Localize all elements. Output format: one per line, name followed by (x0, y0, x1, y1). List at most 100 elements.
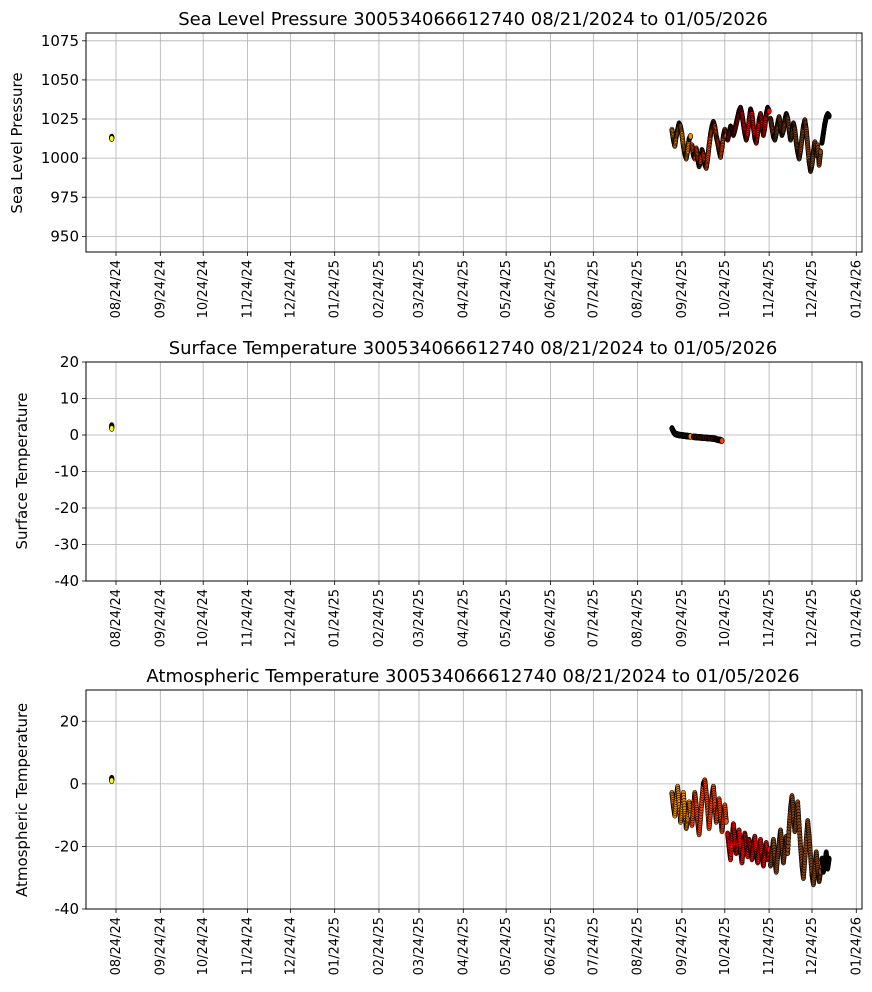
x-tick-label: 09/24/25 (675, 589, 690, 647)
data-point (719, 437, 725, 445)
y-axis-label-sea-level-pressure: Sea Level Pressure (8, 72, 26, 213)
x-tick-label: 08/24/25 (631, 917, 646, 975)
x-tick-label: 03/24/25 (412, 260, 427, 318)
x-tick-label: 01/24/25 (328, 589, 343, 647)
axes-frame (85, 689, 863, 910)
data-series (725, 821, 772, 869)
data-point (109, 777, 115, 785)
data-point (109, 135, 115, 142)
x-tick-label: 05/24/25 (499, 260, 514, 318)
data-series (725, 104, 772, 146)
x-tick-label: 01/24/26 (849, 917, 864, 975)
plot-area-atmospheric-temperature: -40 -20 0 20 08/24/24 09/24/24 10/24/24 11/24/2… (55, 689, 864, 975)
y-tick-label: 1050 (41, 71, 79, 89)
y-tick-label: -10 (55, 463, 80, 481)
y-tick-label: -30 (55, 536, 80, 554)
data-series (689, 777, 729, 838)
y-tick-label: -40 (55, 900, 80, 918)
x-tick-label: 08/24/25 (631, 589, 646, 647)
x-tick-label: 12/24/25 (805, 917, 820, 975)
x-tick-label: 08/24/24 (109, 917, 124, 975)
x-tick-label: 04/24/25 (456, 589, 471, 647)
data-series (669, 783, 694, 831)
data-point (688, 132, 694, 140)
y-tick-label: 1000 (41, 149, 79, 167)
x-tick-label: 10/24/25 (718, 589, 733, 647)
y-tick-label: 20 (60, 353, 79, 371)
x-tick-label: 02/24/25 (372, 589, 387, 647)
data-point (766, 107, 772, 115)
x-tick-label: 07/24/25 (586, 917, 601, 975)
chart-title-surface-temperature: Surface Temperature 300534066612740 08/2… (169, 338, 778, 359)
data-series (669, 120, 694, 162)
chart-panel-sea-level-pressure: Sea Level Pressure 300534066612740 08/21… (8, 9, 864, 318)
x-tick-label: 11/24/24 (240, 260, 255, 318)
x-tick-label: 03/24/25 (412, 917, 427, 975)
plot-area-sea-level-pressure: 950 975 1000 1025 1050 1075 08/24/24 09/24/24 10… (41, 32, 864, 319)
data-point (826, 112, 832, 120)
y-tick-label: 0 (69, 426, 79, 444)
x-tick-label: 09/24/24 (153, 260, 168, 318)
x-tick-label: 08/24/25 (631, 260, 646, 318)
y-tick-label: 950 (50, 227, 79, 245)
data-series (819, 849, 832, 875)
x-tick-label: 01/24/25 (328, 917, 343, 975)
x-tick-label: 09/24/24 (153, 589, 168, 647)
data-series (768, 793, 824, 888)
x-tick-label: 01/24/26 (849, 260, 864, 318)
chart-panel-surface-temperature: Surface Temperature 300534066612740 08/2… (13, 338, 864, 647)
x-tick-label: 11/24/24 (240, 589, 255, 647)
data-series (109, 133, 115, 142)
data-point (826, 855, 832, 863)
data-series (669, 425, 694, 440)
y-axis-label-surface-temperature: Surface Temperature (13, 393, 31, 550)
x-tick-label: 02/24/25 (372, 917, 387, 975)
x-tick-label: 09/24/25 (675, 260, 690, 318)
x-tick-label: 06/24/25 (543, 260, 558, 318)
x-tick-label: 12/24/25 (805, 589, 820, 647)
x-tick-label: 08/24/24 (109, 589, 124, 647)
data-series (819, 111, 832, 146)
y-axis-label-atmospheric-temperature: Atmospheric Temperature (13, 703, 31, 897)
x-tick-label: 10/24/24 (196, 917, 211, 975)
x-tick-label: 05/24/25 (499, 917, 514, 975)
x-tick-label: 04/24/25 (456, 917, 471, 975)
axes-frame (85, 361, 863, 582)
x-tick-label: 11/24/25 (762, 917, 777, 975)
y-tick-label: 975 (50, 188, 79, 206)
axes-frame (85, 32, 863, 253)
data-point (109, 425, 115, 432)
x-tick-label: 10/24/24 (196, 260, 211, 318)
y-tick-label: 0 (69, 775, 79, 793)
x-tick-label: 10/24/24 (196, 589, 211, 647)
y-tick-label: -20 (55, 837, 80, 855)
x-tick-label: 09/24/24 (153, 917, 168, 975)
y-tick-label: -20 (55, 499, 80, 517)
y-tick-label: 10 (60, 390, 79, 408)
x-tick-label: 01/24/26 (849, 589, 864, 647)
x-tick-label: 11/24/25 (762, 589, 777, 647)
data-series (690, 433, 725, 445)
x-tick-label: 09/24/25 (675, 917, 690, 975)
x-tick-label: 05/24/25 (499, 589, 514, 647)
data-series (689, 118, 729, 171)
x-tick-label: 10/24/25 (718, 917, 733, 975)
x-tick-label: 06/24/25 (543, 589, 558, 647)
x-tick-label: 04/24/25 (456, 260, 471, 318)
x-tick-label: 12/24/25 (805, 260, 820, 318)
chart-title-atmospheric-temperature: Atmospheric Temperature 300534066612740 … (146, 666, 799, 687)
x-tick-label: 08/24/24 (109, 260, 124, 318)
x-tick-label: 01/24/25 (328, 260, 343, 318)
x-tick-label: 11/24/25 (762, 260, 777, 318)
y-tick-label: 1075 (41, 32, 79, 50)
x-tick-label: 11/24/24 (240, 917, 255, 975)
x-tick-label: 12/24/24 (283, 917, 298, 975)
x-tick-label: 10/24/25 (718, 260, 733, 318)
y-tick-label: 1025 (41, 110, 79, 128)
x-tick-label: 07/24/25 (586, 589, 601, 647)
data-series (109, 774, 115, 785)
x-tick-label: 03/24/25 (412, 589, 427, 647)
plot-area-surface-temperature: -40 -30 -20 -10 0 10 20 08/24/24 09/24/24 10/24/2… (55, 353, 865, 647)
data-point (818, 148, 824, 156)
